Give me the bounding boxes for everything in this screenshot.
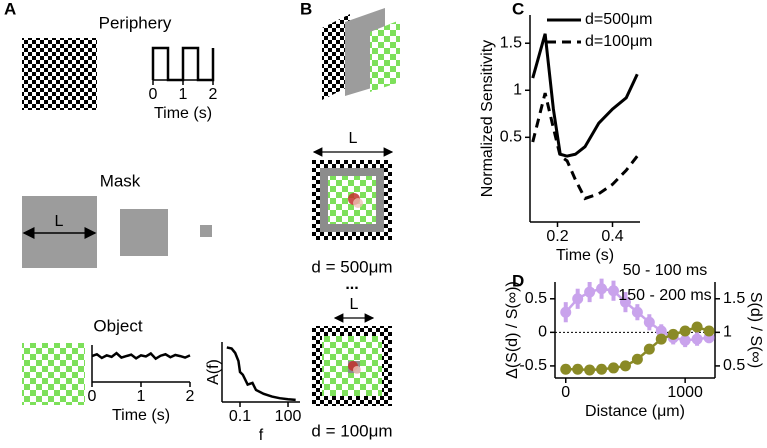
point	[619, 296, 631, 308]
mask-small	[200, 225, 212, 237]
x-tick-label: 1	[179, 86, 188, 103]
point	[572, 293, 584, 305]
y-tick-label: -0.5	[519, 357, 547, 374]
x-tick-label: 0.1	[229, 408, 251, 425]
x-axis-label: f	[259, 427, 264, 444]
receptive-field	[353, 366, 361, 374]
mask-medium	[120, 209, 168, 256]
x-tick-label: 2	[186, 388, 195, 405]
y-axis-label: Δ(S(d) / S(∞))	[504, 281, 521, 379]
label: Mask	[100, 171, 141, 190]
x-tick-label: 0	[149, 86, 158, 103]
point	[584, 364, 596, 376]
panel-label: D	[512, 271, 524, 290]
point	[619, 360, 631, 372]
point	[691, 321, 703, 333]
point	[655, 333, 667, 345]
y2-tick-label: 1.5	[723, 290, 745, 307]
x-axis-label: Time (s)	[112, 407, 170, 424]
line	[151, 46, 215, 82]
point	[655, 325, 667, 337]
y-axis-label: A(f)	[205, 359, 222, 385]
y2-tick-label: 0.5	[723, 357, 745, 374]
x-tick-label: 1000	[667, 384, 703, 401]
point	[560, 363, 572, 375]
x-tick-label: 0	[561, 384, 570, 401]
label: d = 500μm	[311, 257, 392, 276]
mask-large	[22, 196, 97, 268]
point	[643, 343, 655, 355]
legend-label: d=500μm	[585, 11, 652, 28]
layer-periphery	[322, 14, 350, 100]
line	[226, 346, 296, 402]
panel-label: A	[4, 0, 16, 18]
point	[679, 325, 691, 337]
line	[91, 351, 191, 361]
label: d = 100μm	[311, 421, 392, 440]
label: L	[350, 296, 359, 313]
x-axis-label: Time (s)	[556, 247, 614, 264]
y-tick-label: 1	[513, 81, 522, 98]
label: L	[55, 213, 64, 230]
label: Periphery	[99, 13, 172, 32]
point	[596, 283, 608, 295]
y-tick-label: 0.5	[525, 290, 547, 307]
x-tick-label: 100	[275, 408, 302, 425]
point	[667, 328, 679, 340]
line	[531, 92, 639, 201]
label: ...	[345, 276, 358, 293]
x-tick-label: 0.2	[546, 228, 568, 245]
point	[631, 353, 643, 365]
y-axis-label: Normalized Sensitivity	[479, 40, 496, 197]
point	[703, 325, 715, 337]
point	[572, 363, 584, 375]
point	[596, 363, 608, 375]
receptive-field	[353, 198, 363, 208]
point	[608, 362, 620, 374]
y-tick-label: 1.5	[500, 34, 522, 51]
layer-object	[370, 20, 400, 92]
label: L	[349, 130, 358, 147]
legend-label: 50 - 100 ms	[623, 262, 707, 279]
y-tick-label: 0.5	[500, 129, 522, 146]
point	[679, 334, 691, 346]
line	[531, 33, 639, 158]
point	[691, 333, 703, 345]
y2-axis-label: S(d) / S(∞)	[747, 292, 764, 368]
legend-label: 150 - 200 ms	[618, 287, 711, 304]
point	[643, 316, 655, 328]
point	[584, 286, 596, 298]
checkerboard	[22, 38, 97, 110]
point	[631, 306, 643, 318]
legend-label: d=100μm	[585, 33, 652, 50]
panel-label: B	[300, 0, 312, 18]
point	[560, 306, 572, 318]
x-axis-label: Time (s)	[154, 105, 212, 122]
label: Object	[93, 316, 142, 335]
panel-label: C	[512, 0, 524, 18]
x-tick-label: 0.4	[601, 228, 623, 245]
point	[608, 285, 620, 297]
y-tick-label: 0	[538, 324, 547, 341]
x-axis-label: Distance (μm)	[585, 403, 685, 420]
y2-tick-label: 1	[723, 324, 732, 341]
green-checkerboard	[22, 343, 85, 405]
x-tick-label: 0	[88, 388, 97, 405]
x-tick-label: 1	[137, 388, 146, 405]
x-tick-label: 2	[209, 86, 218, 103]
